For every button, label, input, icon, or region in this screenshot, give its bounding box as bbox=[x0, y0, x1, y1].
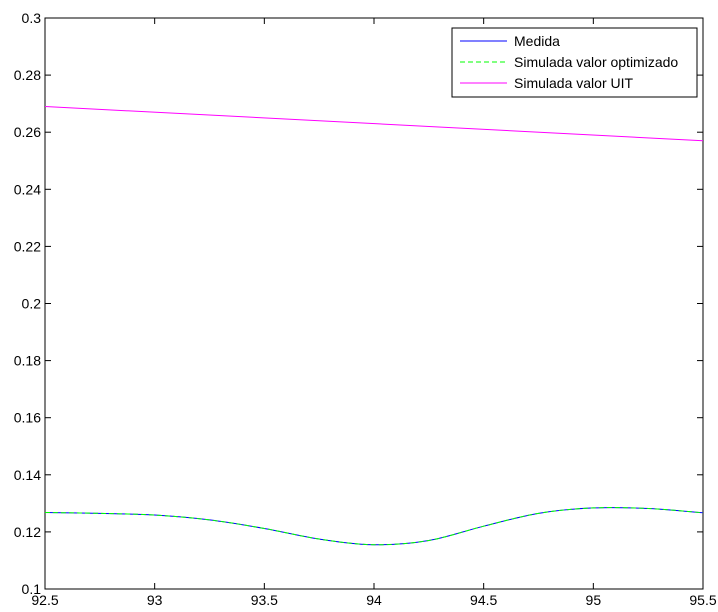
series-lines bbox=[44, 106, 704, 546]
y-tick-label: 0.22 bbox=[14, 238, 41, 254]
x-tick-label: 94 bbox=[366, 592, 382, 608]
y-tick-label: 0.24 bbox=[14, 181, 41, 197]
y-tick-label: 0.18 bbox=[14, 353, 41, 369]
y-tick-label: 0.1 bbox=[22, 581, 42, 597]
x-tick-label: 95.5 bbox=[689, 592, 716, 608]
x-tick-label: 92.5 bbox=[31, 592, 58, 608]
legend-label: Simulada valor optimizado bbox=[514, 54, 678, 70]
y-tick-label: 0.26 bbox=[14, 124, 41, 140]
y-tick-label: 0.28 bbox=[14, 67, 41, 83]
legend: Medida Simulada valor optimizado Simulada … bbox=[451, 27, 698, 98]
y-tick-label: 0.3 bbox=[22, 10, 42, 26]
axis-ticks: 92.5 93 93.5 94 94.5 95 95.5 0.1 0.12 0.14 0.16 0.1… bbox=[14, 10, 717, 608]
y-tick-label: 0.16 bbox=[14, 410, 41, 426]
series-line-2 bbox=[44, 106, 704, 142]
plot-area bbox=[44, 17, 704, 590]
y-tick-label: 0.12 bbox=[14, 524, 41, 540]
series-line-1 bbox=[44, 507, 704, 546]
y-tick-label: 0.14 bbox=[14, 467, 41, 483]
y-tick-label: 0.2 bbox=[22, 296, 42, 312]
x-tick-label: 94.5 bbox=[470, 592, 497, 608]
x-tick-label: 95 bbox=[586, 592, 602, 608]
legend-label: Medida bbox=[514, 33, 560, 49]
legend-label: Simulada valor UIT bbox=[514, 75, 633, 91]
x-tick-label: 93 bbox=[147, 592, 163, 608]
x-tick-label: 93.5 bbox=[251, 592, 278, 608]
